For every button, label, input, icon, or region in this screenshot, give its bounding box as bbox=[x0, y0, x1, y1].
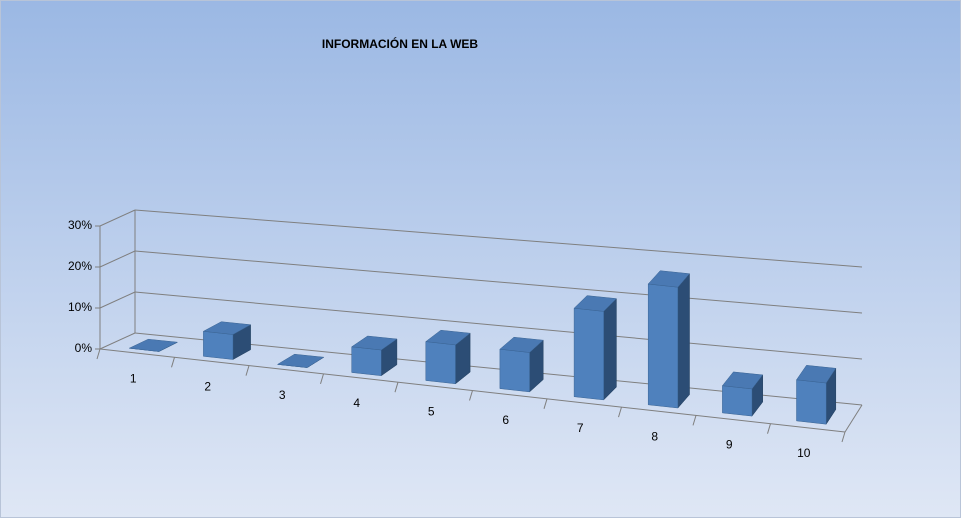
x-tick bbox=[543, 398, 548, 409]
x-tick-label: 1 bbox=[130, 371, 137, 385]
x-tick-label: 3 bbox=[279, 388, 286, 402]
bar-top bbox=[350, 335, 398, 351]
x-tick bbox=[469, 390, 473, 401]
x-tick bbox=[841, 431, 846, 443]
bar-top bbox=[721, 371, 764, 390]
x-tick bbox=[245, 365, 250, 376]
x-tick-label: 7 bbox=[577, 421, 584, 435]
side-grid-line bbox=[99, 209, 136, 227]
side-grid-line bbox=[99, 332, 136, 350]
floor-edge bbox=[844, 404, 863, 433]
bar-front bbox=[425, 341, 456, 385]
bar-top bbox=[128, 338, 179, 352]
bar-top bbox=[499, 336, 544, 353]
bar-top bbox=[202, 321, 252, 335]
bar-front bbox=[722, 385, 753, 417]
x-tick-label: 5 bbox=[428, 405, 435, 419]
x-tick-label: 10 bbox=[797, 446, 811, 460]
x-tick-label: 2 bbox=[204, 380, 211, 394]
x-tick bbox=[96, 348, 101, 360]
bar-top bbox=[425, 329, 471, 346]
bar-side bbox=[603, 297, 617, 401]
x-tick bbox=[320, 373, 324, 385]
y-tick-label: 30% bbox=[68, 218, 92, 232]
x-tick bbox=[767, 423, 771, 434]
bar-top bbox=[573, 295, 617, 312]
x-tick-label: 6 bbox=[502, 413, 509, 427]
bar-front bbox=[573, 307, 604, 401]
bar-front bbox=[647, 283, 679, 409]
side-grid-line bbox=[99, 291, 136, 309]
chart-title: INFORMACIÓN EN LA WEB bbox=[322, 36, 479, 51]
bar-side bbox=[677, 273, 690, 409]
grid-line bbox=[134, 209, 863, 268]
x-tick-label: 4 bbox=[353, 396, 360, 410]
y-tick-label: 0% bbox=[75, 341, 93, 355]
bar-top bbox=[647, 270, 691, 288]
bar-front bbox=[351, 346, 382, 376]
x-tick bbox=[394, 382, 399, 393]
bar-top bbox=[276, 353, 325, 368]
side-grid-line bbox=[99, 250, 136, 268]
x-tick-label: 8 bbox=[651, 429, 658, 443]
y-tick-label: 20% bbox=[68, 259, 92, 273]
x-tick bbox=[618, 406, 622, 418]
grid-line bbox=[134, 291, 863, 360]
x-tick bbox=[171, 357, 175, 368]
grid-line bbox=[134, 250, 863, 314]
x-tick bbox=[692, 415, 697, 426]
bar-front bbox=[796, 379, 827, 425]
bar-front bbox=[499, 348, 530, 393]
bar-front bbox=[203, 331, 234, 360]
y-tick-label: 10% bbox=[68, 300, 92, 314]
bar-top bbox=[796, 365, 837, 384]
x-tick-label: 9 bbox=[726, 438, 733, 452]
